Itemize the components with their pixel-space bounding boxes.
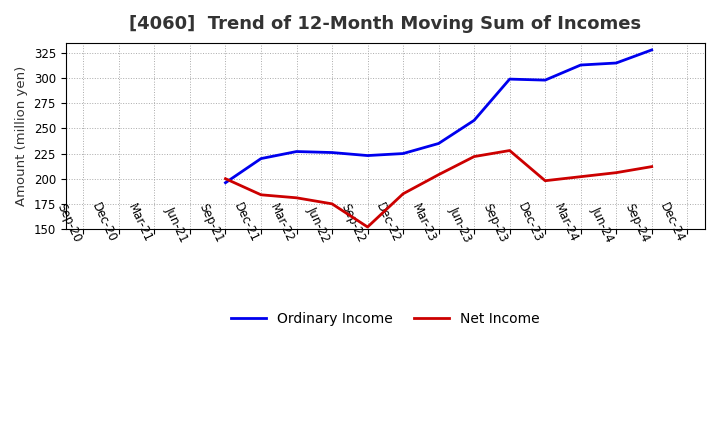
Net Income [647,164,656,169]
Ordinary Income [577,62,585,68]
Net Income [505,148,514,153]
Net Income [541,178,549,183]
Ordinary Income [328,150,336,155]
Net Income [612,170,621,175]
Line: Ordinary Income: Ordinary Income [225,50,652,183]
Ordinary Income [505,77,514,82]
Net Income [328,201,336,206]
Ordinary Income [399,151,408,156]
Ordinary Income [221,180,230,185]
Net Income [470,154,479,159]
Ordinary Income [612,60,621,66]
Net Income [364,224,372,230]
Legend: Ordinary Income, Net Income: Ordinary Income, Net Income [226,307,545,332]
Net Income [292,195,301,201]
Ordinary Income [434,141,443,146]
Net Income [257,192,266,198]
Net Income [221,176,230,181]
Ordinary Income [470,118,479,123]
Net Income [399,191,408,196]
Ordinary Income [541,77,549,83]
Line: Net Income: Net Income [225,150,652,227]
Title: [4060]  Trend of 12-Month Moving Sum of Incomes: [4060] Trend of 12-Month Moving Sum of I… [130,15,642,33]
Net Income [577,174,585,180]
Net Income [434,172,443,177]
Ordinary Income [257,156,266,161]
Ordinary Income [647,47,656,52]
Ordinary Income [364,153,372,158]
Y-axis label: Amount (million yen): Amount (million yen) [15,66,28,206]
Ordinary Income [292,149,301,154]
